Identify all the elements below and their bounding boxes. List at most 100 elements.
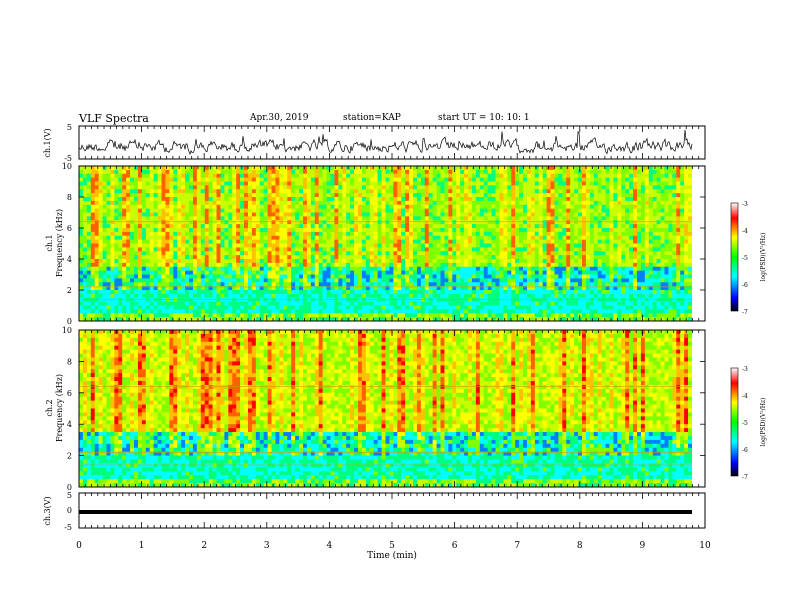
spectrogram-cell [456,309,461,314]
spectrogram-cell [526,212,532,217]
spectrogram-cell [401,228,406,233]
spectrogram-cell [342,193,347,198]
spectrogram-cell [546,197,551,202]
spectrogram-cell [153,293,158,299]
spectrogram-cell [428,185,434,190]
spectrogram-cell [318,313,324,318]
spectrogram-cell [318,200,324,206]
spectrogram-cell [464,247,469,252]
spectrogram-cell [326,224,331,229]
spectrogram-cell [542,235,548,241]
spectrogram-cell [397,317,402,322]
spectrogram-cell [503,212,508,217]
spectrogram-cell [196,189,202,194]
spectrogram-cell [220,290,225,295]
spectrogram-cell [538,262,544,268]
spectrogram-cell [275,243,280,248]
spectrogram-cell [161,313,166,318]
spectrogram-cell [247,278,253,283]
spectrogram-cell [373,220,379,225]
spectrogram-cell [471,313,477,318]
spectrogram-cell [436,169,441,175]
spectrogram-cell [542,317,548,322]
spectrogram-cell [499,243,504,248]
spectrogram-cell [86,204,92,210]
spectrogram-cell [271,313,276,318]
spectrogram-cell [224,247,229,252]
spectrogram-cell [224,274,229,279]
spectrogram-cell [416,290,422,295]
spectrogram-cell [169,317,174,322]
spectrogram-cell [130,278,135,283]
spectrogram-cell [240,305,245,310]
spectrogram-cell [236,177,241,182]
spectrogram-cell [460,305,465,310]
spectrogram-cell [161,224,166,229]
spectrogram-cell [204,189,210,194]
spectrogram-cell [196,220,202,225]
spectrogram-cell [503,274,508,279]
spectrogram-cell [82,204,88,210]
spectrogram-cell [275,255,280,260]
spectrogram-cell [79,189,84,194]
spectrogram-cell [220,313,225,318]
spectrogram-cell [314,309,320,314]
spectrogram-cell [279,278,284,283]
spectrogram-cell [118,305,123,310]
spectrogram-cell [130,200,135,206]
spectrogram-cell [110,212,115,217]
spectrogram-cell [106,224,111,229]
spectrogram-cell [350,166,355,171]
spectrogram-cell [342,262,347,268]
spectrogram-cell [440,309,445,314]
spectrogram-cell [173,282,178,287]
spectrogram-cell [275,293,280,299]
spectrogram-cell [334,278,339,283]
spectrogram-cell [94,270,100,275]
spectrogram-cell [236,301,241,306]
spectrogram-cell [354,313,359,318]
spectrogram-cell [526,301,532,306]
spectrogram-cell [185,255,190,260]
spectrogram-cell [240,208,245,213]
spectrogram-cell [550,297,555,303]
spectrogram-cell [232,216,237,221]
spectrogram-cell [259,243,265,248]
spectrogram-cell [550,212,555,217]
spectrogram-cell [299,301,304,306]
spectrogram-cell [389,200,394,206]
spectrogram-cell [134,224,139,229]
spectrogram-cell [134,266,139,272]
spectrogram-cell [346,282,351,287]
spectrogram-cell [204,239,210,244]
spectrogram-cell [98,239,103,244]
spectrogram-cell [236,220,241,225]
spectrogram-cell [405,169,410,175]
spectrogram-cell [519,270,524,275]
spectrogram-cell [361,173,367,179]
spectrogram-cell [507,228,512,233]
spectrogram-cell [236,259,241,264]
spectrogram-cell [448,228,453,233]
spectrogram-cell [279,216,284,221]
spectrogram-cell [177,216,182,221]
spectrogram-cell [255,259,261,264]
spectrogram-cell [251,301,257,306]
spectrogram-cell [424,282,430,287]
spectrogram-cell [236,309,241,314]
spectrogram-cell [291,313,296,318]
spectrogram-cell [247,243,253,248]
spectrogram-cell [169,197,174,202]
spectrogram-cell [192,177,198,182]
spectrogram-cell [428,197,434,202]
spectrogram-cell [114,278,119,283]
spectrogram-cell [342,204,347,210]
spectrogram-cell [216,251,221,256]
spectrogram-cell [397,181,402,186]
spectrogram-cell [562,278,567,283]
spectrogram-cell [330,305,335,310]
spectrogram-cell [420,212,426,217]
spectrogram-cell [499,224,504,229]
spectrogram-cell [534,189,540,194]
spectrogram-cell [134,247,139,252]
